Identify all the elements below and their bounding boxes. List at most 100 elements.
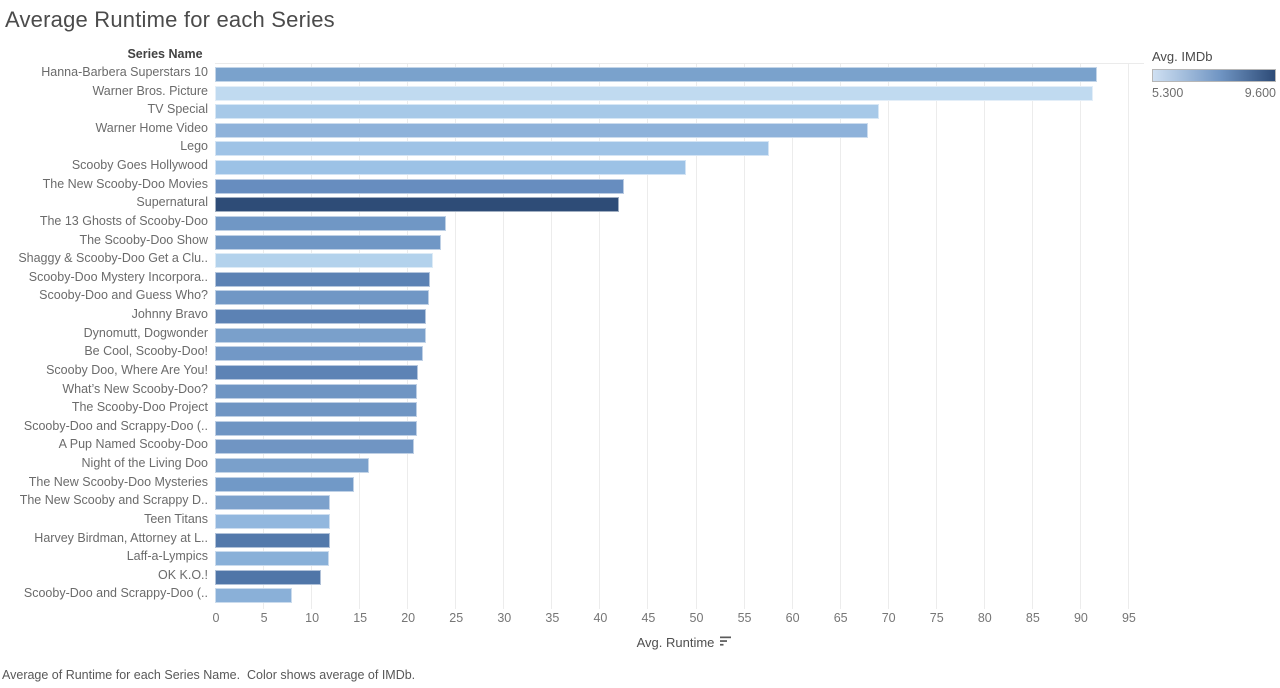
bar-21[interactable]: [215, 439, 414, 455]
bar-6[interactable]: [215, 160, 686, 176]
bar-3[interactable]: [215, 104, 880, 120]
legend-gradient-ramp[interactable]: [1152, 69, 1276, 82]
bar-19[interactable]: [215, 402, 417, 418]
chart-title: Average Runtime for each Series: [5, 7, 335, 32]
row-label-23[interactable]: The New Scooby-Doo Mysteries: [28, 474, 208, 489]
gridline-90: [1079, 64, 1081, 609]
row-label-2[interactable]: Warner Bros. Picture: [92, 83, 208, 98]
x-tick-55: 55: [737, 611, 752, 625]
x-tick-60: 60: [785, 611, 800, 625]
row-label-18[interactable]: What’s New Scooby-Doo?: [62, 381, 208, 396]
bar-15[interactable]: [215, 327, 427, 343]
row-label-9[interactable]: The 13 Ghosts of Scooby-Doo: [39, 213, 208, 228]
x-tick-85: 85: [1025, 611, 1040, 625]
row-label-15[interactable]: Dynomutt, Dogwonder: [83, 325, 208, 340]
bar-14[interactable]: [215, 309, 427, 325]
bar-13[interactable]: [215, 290, 430, 306]
row-label-28[interactable]: OK K.O.!: [157, 567, 208, 582]
bar-12[interactable]: [215, 271, 431, 287]
bar-5[interactable]: [215, 141, 770, 157]
gridline-30: [503, 64, 505, 609]
gridline-35: [551, 64, 553, 609]
bar-28[interactable]: [215, 569, 321, 585]
row-label-26[interactable]: Harvey Birdman, Attorney at L..: [34, 530, 208, 545]
bar-9[interactable]: [215, 215, 446, 231]
bar-1[interactable]: [215, 67, 1098, 82]
row-label-14[interactable]: Johnny Bravo: [131, 307, 208, 322]
bar-16[interactable]: [215, 346, 423, 362]
bar-18[interactable]: [215, 383, 417, 399]
x-tick-70: 70: [881, 611, 896, 625]
row-header-series-name: Series Name: [127, 47, 203, 61]
x-tick-30: 30: [497, 611, 512, 625]
row-label-10[interactable]: The Scooby-Doo Show: [79, 232, 208, 247]
bar-20[interactable]: [215, 420, 417, 436]
row-label-1[interactable]: Hanna-Barbera Superstars 10: [41, 65, 208, 79]
row-label-21[interactable]: A Pup Named Scooby-Doo: [58, 437, 208, 452]
x-tick-5: 5: [260, 611, 268, 625]
row-label-8[interactable]: Supernatural: [136, 195, 208, 210]
sort-descending-icon[interactable]: [720, 635, 733, 650]
row-label-25[interactable]: Teen Titans: [144, 511, 208, 526]
x-tick-35: 35: [545, 611, 560, 625]
x-tick-45: 45: [641, 611, 656, 625]
x-tick-0: 0: [212, 611, 220, 625]
x-tick-10: 10: [305, 611, 320, 625]
bar-23[interactable]: [215, 476, 355, 492]
row-label-4[interactable]: Warner Home Video: [95, 120, 208, 135]
x-tick-50: 50: [689, 611, 704, 625]
row-label-27[interactable]: Laff-a-Lympics: [126, 549, 208, 564]
x-axis-tick-labels: 0 5 10 15 20 25 30 35 40 45 50 55 60 65 70 75 80 85 90 95: [212, 611, 1144, 627]
x-tick-65: 65: [833, 611, 848, 625]
bar-11[interactable]: [215, 253, 434, 269]
gridline-75: [935, 64, 937, 609]
x-tick-90: 90: [1073, 611, 1088, 625]
gridline-80: [983, 64, 985, 609]
row-label-13[interactable]: Scooby-Doo and Guess Who?: [39, 288, 208, 303]
bar-17[interactable]: [215, 364, 418, 380]
x-tick-75: 75: [929, 611, 944, 625]
gridline-85: [1031, 64, 1033, 609]
legend-range-labels: 5.300 9.600: [1152, 86, 1276, 100]
row-label-11[interactable]: Shaggy & Scooby-Doo Get a Clu..: [18, 251, 208, 266]
bar-22[interactable]: [215, 458, 369, 474]
row-label-16[interactable]: Be Cool, Scooby-Doo!: [84, 344, 208, 359]
row-label-6[interactable]: Scooby Goes Hollywood: [71, 158, 208, 173]
x-tick-15: 15: [353, 611, 368, 625]
row-label-3[interactable]: TV Special: [147, 102, 208, 117]
row-label-7[interactable]: The New Scooby-Doo Movies: [42, 176, 208, 191]
row-label-17[interactable]: Scooby Doo, Where Are You!: [46, 362, 208, 377]
x-tick-40: 40: [593, 611, 608, 625]
row-label-19[interactable]: The Scooby-Doo Project: [71, 400, 208, 415]
gridline-70: [887, 64, 889, 609]
bar-7[interactable]: [215, 178, 625, 194]
gridline-95: [1127, 64, 1129, 609]
legend-title: Avg. IMDb: [1152, 49, 1213, 64]
bar-29[interactable]: [215, 588, 292, 604]
bar-10[interactable]: [215, 234, 441, 250]
bar-2[interactable]: [215, 85, 1094, 101]
bar-8[interactable]: [215, 197, 619, 213]
bar-25[interactable]: [215, 513, 331, 529]
bar-27[interactable]: [215, 551, 330, 567]
row-label-24[interactable]: The New Scooby and Scrappy D..: [19, 493, 208, 508]
legend-max-label: 9.600: [1244, 86, 1276, 100]
row-label-20[interactable]: Scooby-Doo and Scrappy-Doo (..: [23, 418, 208, 433]
gridline-45: [647, 64, 649, 609]
bar-26[interactable]: [215, 532, 331, 548]
x-tick-20: 20: [401, 611, 416, 625]
x-axis-title-label: Avg. Runtime: [636, 635, 715, 650]
bar-4[interactable]: [215, 122, 869, 138]
row-label-12[interactable]: Scooby-Doo Mystery Incorpora..: [28, 269, 208, 284]
gridline-25: [455, 64, 457, 609]
row-label-22[interactable]: Night of the Living Doo: [81, 456, 208, 471]
gridline-50: [695, 64, 697, 609]
plot-pane: [215, 63, 1144, 609]
row-labels: Hanna-Barbera Superstars 10 Warner Bros. …: [0, 63, 211, 608]
chart-caption: Average of Runtime for each Series Name.…: [2, 668, 416, 682]
row-label-29[interactable]: Scooby-Doo and Scrappy-Doo (..: [23, 586, 208, 601]
row-label-5[interactable]: Lego: [180, 139, 208, 154]
x-tick-95: 95: [1121, 611, 1136, 625]
bar-24[interactable]: [215, 495, 331, 511]
